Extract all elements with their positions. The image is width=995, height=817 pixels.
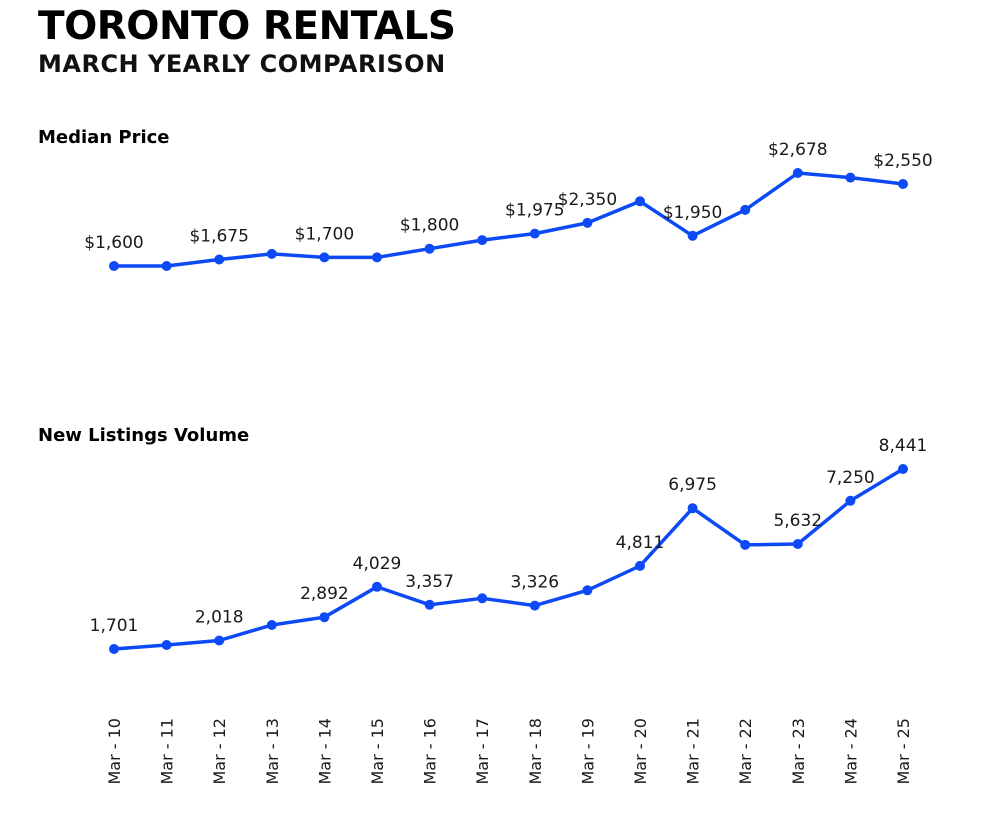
median-price-point-11 bbox=[687, 230, 698, 241]
median-price-data-label: $1,975 bbox=[505, 201, 564, 221]
x-tick-label: Mar - 20 bbox=[631, 718, 650, 785]
new-listings-data-label: 8,441 bbox=[879, 436, 928, 456]
x-tick-label: Mar - 21 bbox=[684, 718, 703, 785]
x-tick-label: Mar - 18 bbox=[526, 718, 545, 785]
new-listings-point-2 bbox=[214, 635, 225, 646]
chart-title: TORONTO RENTALS bbox=[38, 4, 456, 49]
median-price-data-label: $1,700 bbox=[295, 224, 354, 244]
median-price-series-line bbox=[112, 171, 905, 268]
new-listings-point-9 bbox=[582, 585, 593, 596]
new-listings-point-14 bbox=[845, 495, 856, 506]
x-tick-label: Mar - 13 bbox=[263, 718, 282, 785]
x-tick-label: Mar - 11 bbox=[158, 718, 177, 785]
x-tick-label: Mar - 23 bbox=[789, 718, 808, 785]
median-price-data-label: $2,350 bbox=[558, 190, 617, 210]
new-listings-chart-title: New Listings Volume bbox=[38, 425, 250, 446]
median-price-point-8 bbox=[529, 228, 540, 239]
median-price-point-1 bbox=[161, 261, 172, 271]
new-listings-point-12 bbox=[740, 539, 751, 550]
x-tick-label: Mar - 25 bbox=[894, 718, 913, 785]
median-price-chart-title: Median Price bbox=[38, 127, 170, 148]
x-tick-label: Mar - 22 bbox=[736, 718, 755, 785]
new-listings-point-15 bbox=[898, 464, 908, 474]
new-listings-data-label: 1,701 bbox=[90, 616, 139, 636]
x-tick-label: Mar - 15 bbox=[368, 718, 387, 785]
new-listings-data-label: 3,326 bbox=[510, 573, 559, 593]
x-tick-label: Mar - 16 bbox=[421, 718, 440, 785]
new-listings-point-3 bbox=[266, 620, 277, 630]
median-price-point-10 bbox=[635, 196, 645, 207]
x-tick-label: Mar - 19 bbox=[578, 718, 597, 785]
new-listings-data-label: 2,018 bbox=[195, 608, 244, 628]
new-listings-point-5 bbox=[372, 581, 382, 592]
new-listings-point-4 bbox=[319, 612, 330, 623]
median-price-data-label: $2,678 bbox=[768, 140, 827, 160]
new-listings-data-label: 4,029 bbox=[353, 554, 402, 574]
new-listings-point-1 bbox=[161, 640, 172, 650]
median-price-data-label: $1,675 bbox=[189, 227, 248, 247]
new-listings-point-8 bbox=[529, 600, 540, 611]
new-listings-data-label: 7,250 bbox=[826, 468, 875, 488]
new-listings-point-11 bbox=[687, 503, 698, 514]
x-tick-label: Mar - 17 bbox=[473, 718, 492, 785]
median-price-data-label: $1,950 bbox=[663, 203, 722, 223]
median-price-point-0 bbox=[109, 261, 119, 271]
new-listings-point-10 bbox=[635, 560, 645, 571]
new-listings-point-0 bbox=[109, 644, 119, 654]
median-price-point-15 bbox=[898, 179, 908, 189]
new-listings-data-label: 4,811 bbox=[616, 533, 665, 553]
median-price-point-14 bbox=[845, 172, 856, 183]
x-tick-label: Mar - 12 bbox=[210, 718, 229, 785]
median-price-data-label: $1,800 bbox=[400, 216, 459, 236]
new-listings-data-label: 3,357 bbox=[405, 572, 454, 592]
median-price-data-label: $1,600 bbox=[84, 233, 143, 253]
median-price-point-4 bbox=[319, 252, 330, 263]
median-price-point-3 bbox=[266, 248, 277, 259]
x-tick-label: Mar - 10 bbox=[105, 718, 124, 785]
median-price-point-6 bbox=[424, 243, 435, 254]
x-tick-label: Mar - 24 bbox=[841, 718, 860, 785]
median-price-point-9 bbox=[582, 217, 593, 228]
new-listings-point-7 bbox=[477, 593, 488, 604]
new-listings-series-line bbox=[112, 467, 905, 651]
median-price-data-label: $2,550 bbox=[873, 151, 932, 171]
chart-subtitle: MARCH YEARLY COMPARISON bbox=[38, 50, 446, 78]
x-tick-label: Mar - 14 bbox=[315, 718, 334, 785]
new-listings-point-13 bbox=[792, 539, 803, 549]
median-price-point-7 bbox=[477, 235, 488, 246]
median-price-point-12 bbox=[740, 204, 751, 215]
median-price-point-5 bbox=[372, 252, 382, 263]
median-price-point-13 bbox=[792, 168, 803, 178]
new-listings-point-6 bbox=[424, 599, 435, 610]
new-listings-data-label: 6,975 bbox=[668, 475, 717, 495]
new-listings-data-label: 5,632 bbox=[773, 511, 822, 531]
new-listings-data-label: 2,892 bbox=[300, 584, 349, 604]
median-price-point-2 bbox=[214, 254, 225, 265]
